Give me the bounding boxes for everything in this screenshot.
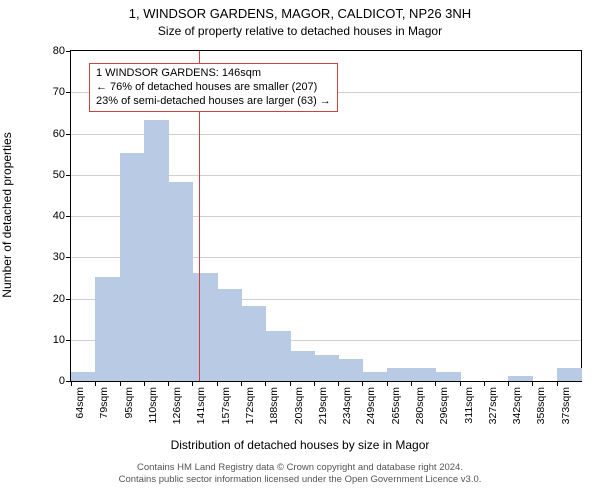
annotation-line: ← 76% of detached houses are smaller (20…: [96, 81, 331, 95]
xtick-label: 327sqm: [487, 387, 499, 424]
xtick-label: 342sqm: [511, 387, 523, 424]
chart-title: 1, WINDSOR GARDENS, MAGOR, CALDICOT, NP2…: [0, 6, 600, 21]
xtick-mark: [265, 381, 266, 386]
xtick-label: 203sqm: [293, 387, 305, 424]
histogram-bar: [71, 372, 96, 381]
histogram-bar: [144, 120, 169, 381]
plot-area: 0102030405060708064sqm79sqm95sqm110sqm12…: [70, 50, 582, 382]
ytick-label: 50: [53, 169, 71, 181]
ytick-label: 70: [53, 86, 71, 98]
ytick-label: 20: [53, 293, 71, 305]
chart-container: 1, WINDSOR GARDENS, MAGOR, CALDICOT, NP2…: [0, 0, 600, 500]
xtick-label: 311sqm: [463, 387, 475, 424]
histogram-bar: [241, 306, 266, 381]
histogram-bar: [265, 331, 290, 382]
xtick-label: 64sqm: [74, 387, 86, 419]
ytick-label: 30: [53, 251, 71, 263]
ytick-label: 0: [59, 375, 71, 387]
xtick-label: 172sqm: [244, 387, 256, 424]
histogram-bar: [338, 359, 363, 381]
xtick-label: 141sqm: [195, 387, 207, 424]
xtick-mark: [241, 381, 242, 386]
xtick-mark: [508, 381, 509, 386]
xtick-mark: [192, 381, 193, 386]
histogram-bar: [557, 368, 582, 381]
histogram-bar: [217, 289, 242, 381]
xtick-mark: [532, 381, 533, 386]
xtick-mark: [290, 381, 291, 386]
xtick-mark: [387, 381, 388, 386]
histogram-bar: [120, 153, 145, 381]
histogram-bar: [411, 368, 436, 381]
histogram-bar: [362, 372, 387, 381]
chart-subtitle: Size of property relative to detached ho…: [0, 24, 600, 38]
ytick-label: 10: [53, 334, 71, 346]
xtick-label: 95sqm: [123, 387, 135, 419]
histogram-bar: [192, 273, 217, 381]
xtick-mark: [71, 381, 72, 386]
x-axis-label: Distribution of detached houses by size …: [0, 438, 600, 452]
histogram-bar: [387, 368, 412, 381]
xtick-mark: [120, 381, 121, 386]
xtick-label: 234sqm: [341, 387, 353, 424]
xtick-label: 296sqm: [438, 387, 450, 424]
xtick-label: 373sqm: [560, 387, 572, 424]
xtick-label: 126sqm: [171, 387, 183, 424]
xtick-label: 265sqm: [390, 387, 402, 424]
y-axis-label: Number of detached properties: [0, 132, 14, 297]
xtick-mark: [95, 381, 96, 386]
xtick-mark: [168, 381, 169, 386]
annotation-line: 1 WINDSOR GARDENS: 146sqm: [96, 67, 331, 81]
xtick-mark: [460, 381, 461, 386]
xtick-label: 219sqm: [317, 387, 329, 424]
xtick-label: 79sqm: [98, 387, 110, 419]
xtick-mark: [338, 381, 339, 386]
histogram-bar: [95, 277, 120, 381]
xtick-label: 157sqm: [220, 387, 232, 424]
xtick-mark: [435, 381, 436, 386]
xtick-mark: [411, 381, 412, 386]
xtick-mark: [144, 381, 145, 386]
histogram-bar: [435, 372, 460, 381]
histogram-bar: [290, 351, 315, 381]
histogram-bar: [508, 376, 533, 381]
footnote: Contains HM Land Registry data © Crown c…: [0, 462, 600, 487]
ytick-label: 60: [53, 128, 71, 140]
xtick-mark: [484, 381, 485, 386]
xtick-label: 249sqm: [365, 387, 377, 424]
xtick-mark: [217, 381, 218, 386]
footnote-line-1: Contains HM Land Registry data © Crown c…: [137, 462, 463, 473]
xtick-label: 358sqm: [535, 387, 547, 424]
xtick-mark: [362, 381, 363, 386]
xtick-mark: [557, 381, 558, 386]
histogram-bar: [314, 355, 339, 381]
annotation-line: 23% of semi-detached houses are larger (…: [96, 95, 331, 109]
xtick-label: 188sqm: [268, 387, 280, 424]
ytick-label: 80: [53, 45, 71, 57]
xtick-label: 110sqm: [147, 387, 159, 424]
histogram-bar: [168, 182, 193, 381]
ytick-label: 40: [53, 210, 71, 222]
xtick-label: 280sqm: [414, 387, 426, 424]
annotation-box: 1 WINDSOR GARDENS: 146sqm← 76% of detach…: [89, 63, 338, 112]
xtick-mark: [314, 381, 315, 386]
footnote-line-2: Contains public sector information licen…: [119, 474, 482, 485]
